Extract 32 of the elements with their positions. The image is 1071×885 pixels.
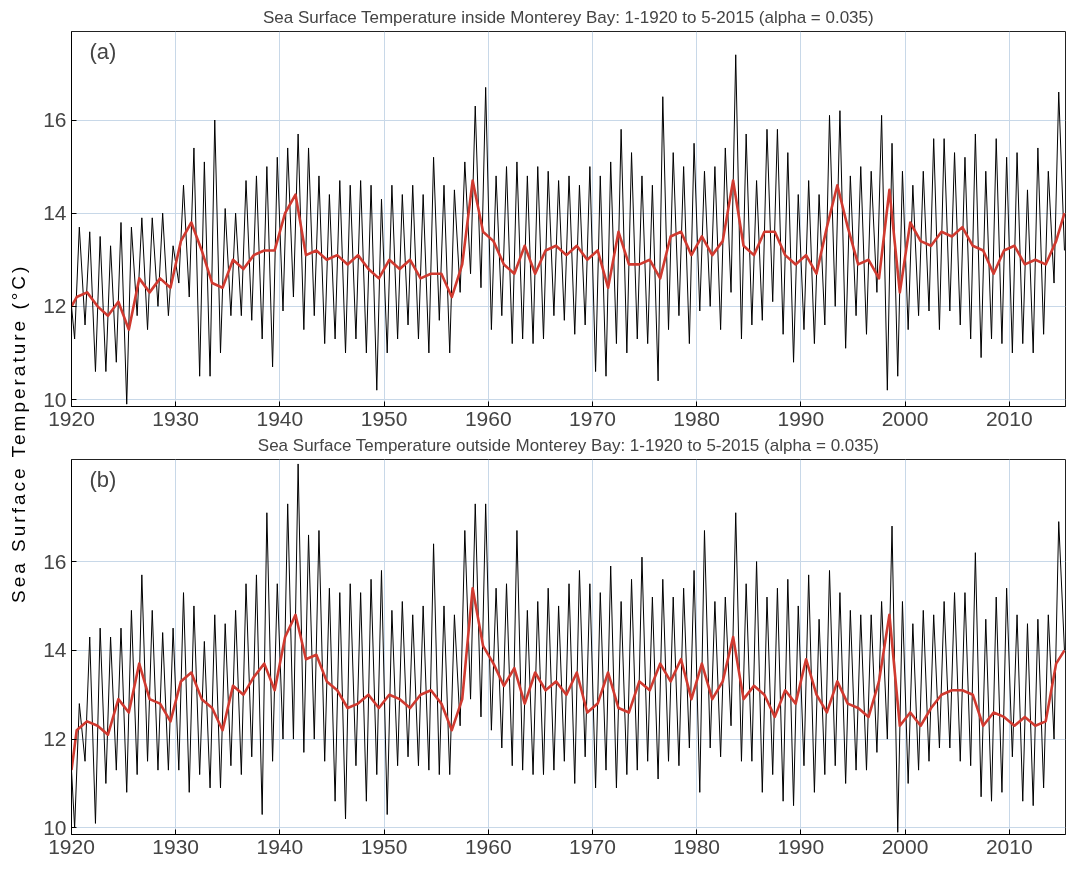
- x-tick-label: 1990: [777, 406, 825, 430]
- chart-title: Sea Surface Temperature outside Monterey Bay: 1-1920 to 5-2015 (alpha = 0.035): [257, 435, 879, 455]
- x-tick-label: 1960: [464, 834, 512, 858]
- x-tick-label: 1950: [360, 406, 408, 430]
- x-tick-label: 2000: [881, 834, 929, 858]
- line-series: [71, 463, 1065, 833]
- y-tick-label: 12: [43, 294, 67, 318]
- annotation: (a): [89, 38, 117, 64]
- y-tick-label: 14: [43, 638, 67, 662]
- x-tick-label: 1970: [569, 406, 616, 430]
- x-tick-label: 1940: [256, 406, 304, 430]
- chart-title: Sea Surface Temperature inside Monterey Bay: 1-1920 to 5-2015 (alpha = 0.035): [263, 7, 874, 27]
- x-tick-label: 1930: [152, 834, 200, 858]
- x-tick-label: 1980: [673, 406, 721, 430]
- x-tick-label: 2000: [881, 406, 929, 430]
- x-tick-label: 1930: [152, 406, 200, 430]
- line-series: [71, 179, 1066, 331]
- y-axis-title: Sea Surface Temperature (°C): [7, 263, 30, 603]
- x-tick-label: 2010: [985, 406, 1033, 430]
- x-tick-label: 1960: [464, 406, 512, 430]
- x-tick-label: 2010: [985, 834, 1033, 858]
- y-tick-label: 14: [43, 201, 67, 225]
- x-tick-label: 1980: [673, 834, 721, 858]
- x-tick-label: 1990: [777, 834, 825, 858]
- y-tick-label: 16: [43, 549, 67, 573]
- x-tick-label: 1970: [569, 834, 616, 858]
- line-series: [71, 586, 1066, 772]
- y-tick-label: 12: [43, 727, 67, 751]
- x-tick-label: 1950: [360, 834, 408, 858]
- annotation: (b): [89, 466, 117, 492]
- y-tick-label: 16: [43, 108, 67, 132]
- x-tick-label: 1940: [256, 834, 304, 858]
